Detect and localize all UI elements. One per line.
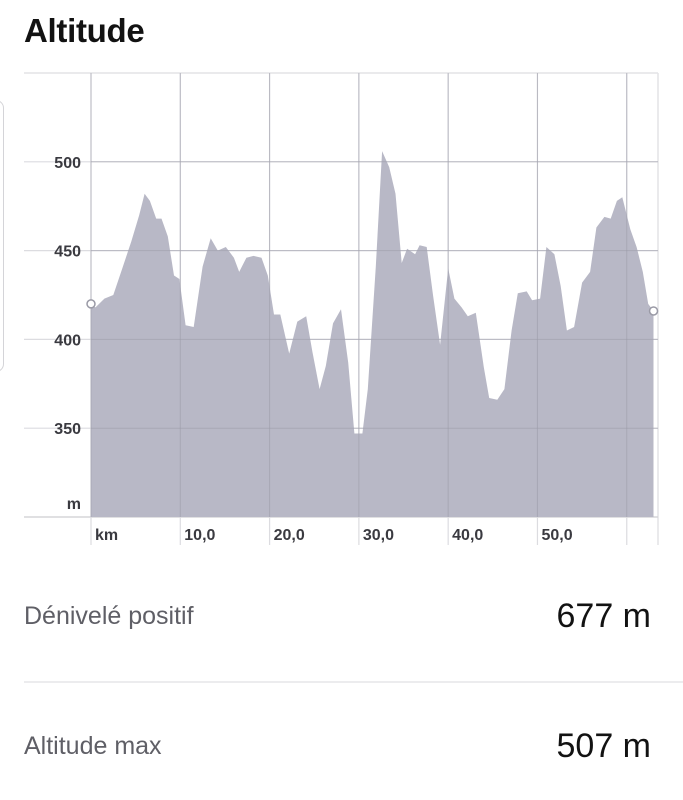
x-tick-label: km [95,527,118,544]
x-tick-label: 40,0 [452,527,483,544]
y-tick-label: 350 [54,421,81,438]
altitude-chart: m 350 400 450 500 km 10,0 20,0 30,0 40,0 50,0 [24,72,659,545]
x-tick-label: 30,0 [363,527,394,544]
page-title: Altitude [24,12,145,49]
y-tick-label: 500 [54,155,81,172]
x-tick-label: 50,0 [541,527,572,544]
endpoint-marker [648,306,659,316]
stat-row-max-altitude: Altitude max 507 m [24,716,651,776]
endpoint-marker [86,299,96,309]
x-tick-label: 20,0 [274,527,305,544]
divider [24,681,683,683]
stat-label-max-altitude: Altitude max [24,731,162,760]
x-tick-label: 10,0 [184,527,215,544]
stat-value-max-altitude: 507 m [556,726,652,765]
y-tick-label: 450 [54,244,81,261]
stat-value-positive-gain: 677 m [556,596,652,635]
stat-label-positive-gain: Dénivelé positif [24,601,194,630]
elevation-area [91,151,654,517]
y-tick-label: m [67,496,81,513]
stat-row-positive-gain: Dénivelé positif 677 m [24,586,651,646]
y-tick-label: 400 [54,332,81,349]
